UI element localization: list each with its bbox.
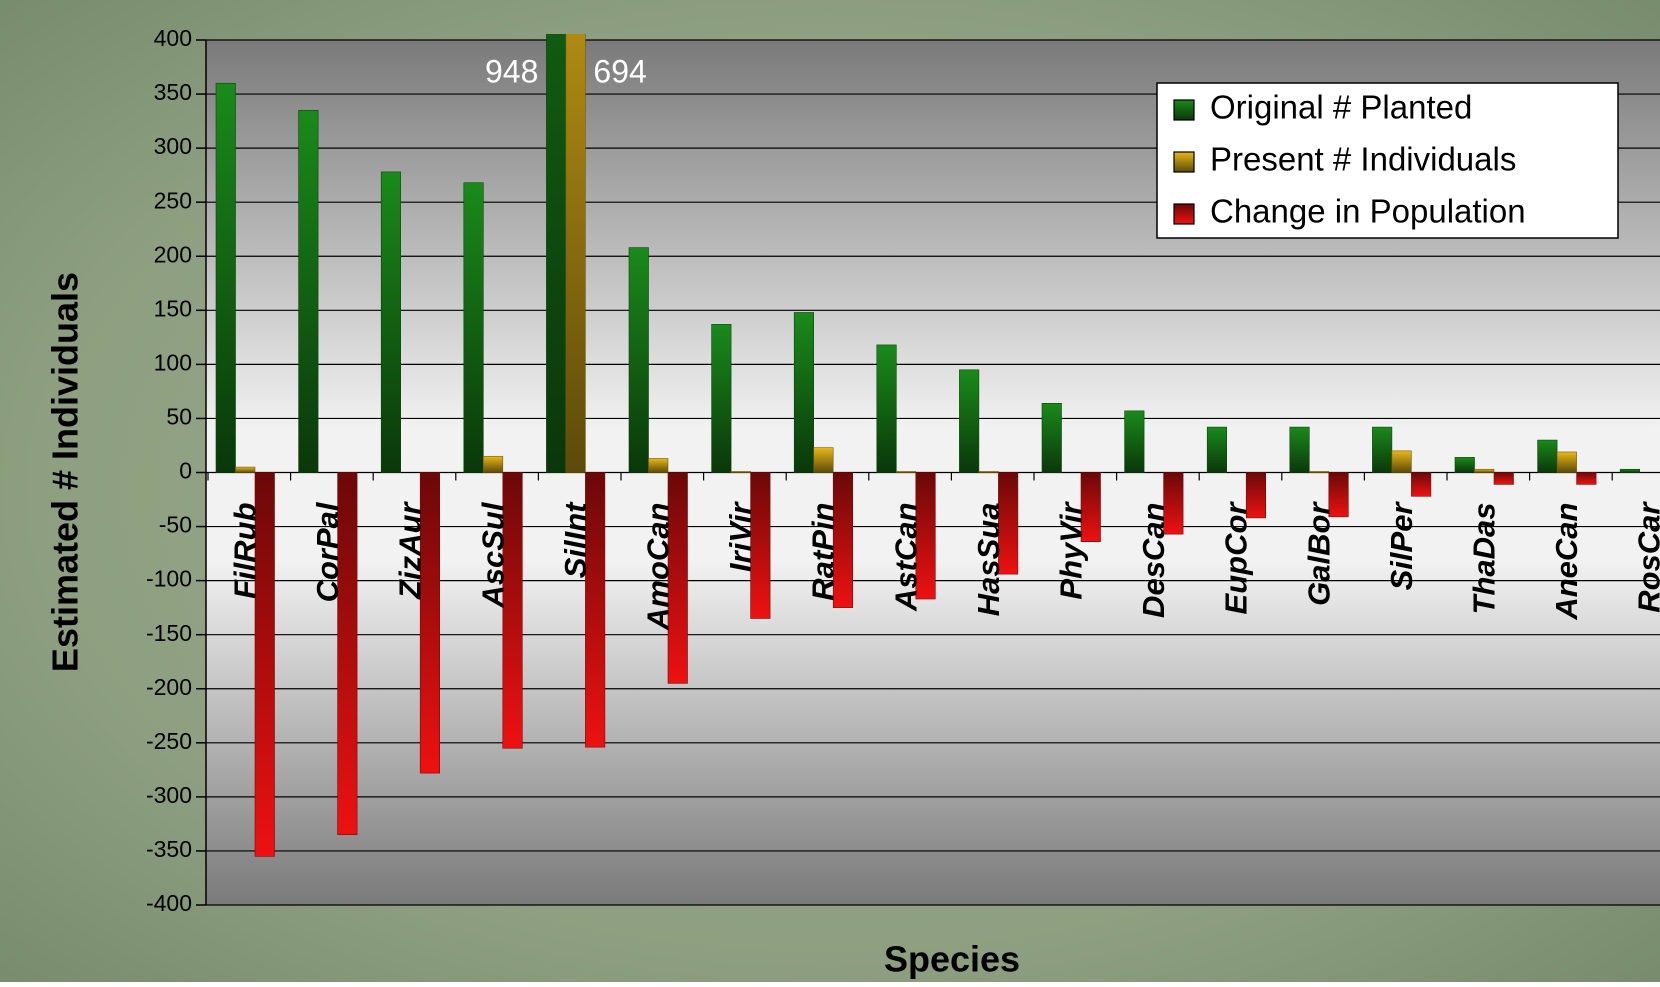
bar bbox=[419, 472, 441, 774]
y-tick-label: -200 bbox=[146, 674, 192, 700]
bar bbox=[1576, 472, 1597, 485]
x-tick-label: EupCor bbox=[1219, 501, 1254, 615]
y-tick-label: -100 bbox=[146, 566, 192, 592]
y-tick-label: 50 bbox=[166, 404, 192, 430]
x-tick-label: ThaDas bbox=[1466, 503, 1501, 615]
x-tick-label: GalBor bbox=[1301, 501, 1336, 606]
bar bbox=[832, 472, 854, 608]
x-tick-label: CorPal bbox=[310, 501, 345, 602]
x-tick-label: AneCan bbox=[1549, 503, 1584, 621]
x-tick-label: AscSul bbox=[475, 501, 510, 608]
bar bbox=[565, 34, 586, 473]
legend-swatch bbox=[1173, 99, 1195, 121]
x-tick-label: AstCan bbox=[888, 503, 923, 613]
bar bbox=[1619, 468, 1640, 473]
bar bbox=[750, 472, 771, 619]
y-tick-label: 250 bbox=[154, 187, 192, 213]
bar bbox=[667, 472, 688, 684]
bar bbox=[915, 472, 936, 600]
y-tick-label: 0 bbox=[179, 458, 192, 484]
bar bbox=[1474, 468, 1495, 473]
y-tick-label: -300 bbox=[146, 782, 192, 808]
bar bbox=[1328, 472, 1349, 518]
x-tick-label: SilInt bbox=[558, 501, 593, 578]
bar bbox=[895, 471, 917, 473]
bar bbox=[337, 472, 358, 836]
y-tick-label: 300 bbox=[154, 133, 192, 159]
y-tick-label: 100 bbox=[154, 349, 192, 375]
y-tick-label: 200 bbox=[154, 241, 192, 267]
value-label: 948 bbox=[485, 53, 538, 89]
bar bbox=[730, 471, 751, 473]
bar bbox=[648, 458, 669, 473]
bar bbox=[876, 344, 897, 473]
y-tick-label: -250 bbox=[146, 728, 192, 754]
y-tick-label: 150 bbox=[154, 295, 192, 321]
bar bbox=[1080, 472, 1101, 542]
bar bbox=[711, 324, 732, 473]
legend: Original # Planted Present # Individuals C… bbox=[1156, 82, 1619, 239]
bar bbox=[463, 182, 484, 473]
bar bbox=[1309, 471, 1330, 473]
bar bbox=[235, 466, 256, 473]
bar bbox=[380, 171, 402, 473]
bar bbox=[959, 369, 980, 473]
y-axis-title: Estimated # Individuals bbox=[45, 272, 86, 672]
bar bbox=[254, 472, 275, 857]
legend-swatch bbox=[1173, 151, 1195, 173]
bar bbox=[1493, 472, 1514, 485]
x-tick-label: AmoCan bbox=[640, 503, 675, 631]
bar bbox=[1124, 410, 1145, 473]
bar bbox=[1245, 472, 1266, 519]
bar bbox=[585, 472, 606, 748]
legend-label: Change in Population bbox=[1210, 193, 1526, 230]
bar bbox=[628, 247, 649, 473]
bar bbox=[1372, 426, 1393, 473]
x-tick-label: ZizAur bbox=[393, 501, 428, 600]
bar bbox=[998, 472, 1019, 575]
bar bbox=[1556, 451, 1577, 473]
bar bbox=[298, 109, 319, 473]
y-tick-label: -150 bbox=[146, 620, 192, 646]
x-tick-label: DesCan bbox=[1136, 503, 1171, 618]
x-tick-label: HasSua bbox=[971, 503, 1006, 617]
x-tick-label: RosCar bbox=[1632, 501, 1660, 613]
bar bbox=[546, 34, 567, 473]
legend-label: Present # Individuals bbox=[1210, 141, 1516, 178]
bar bbox=[1454, 457, 1475, 473]
labels: -400 -350 -300 -250 -200 -150 -100 -50 0 50 100 150… bbox=[146, 25, 1660, 916]
legend-swatch bbox=[1173, 203, 1195, 225]
bar bbox=[1391, 450, 1412, 473]
x-tick-label: FilRub bbox=[227, 502, 262, 598]
bar bbox=[1206, 426, 1227, 473]
x-tick-label: PhyVir bbox=[1053, 501, 1088, 600]
legend-box bbox=[1156, 82, 1619, 239]
x-tick-label: RatPin bbox=[806, 503, 841, 601]
bar bbox=[482, 455, 504, 473]
bar bbox=[978, 471, 999, 473]
bar bbox=[1289, 426, 1310, 473]
y-tick-label: 350 bbox=[154, 79, 192, 105]
legend-label: Original # Planted bbox=[1210, 89, 1472, 126]
y-tick-label: -50 bbox=[159, 512, 192, 538]
y-tick-label: -400 bbox=[146, 890, 192, 916]
bar bbox=[1041, 402, 1062, 473]
bar bbox=[1411, 472, 1432, 497]
bar bbox=[793, 312, 815, 473]
x-tick-label: SilPer bbox=[1384, 501, 1419, 591]
x-axis-title: Species bbox=[884, 939, 1020, 980]
y-tick-label: -350 bbox=[146, 836, 192, 862]
bar bbox=[813, 447, 834, 473]
value-label: 694 bbox=[593, 53, 646, 89]
bars bbox=[215, 34, 1640, 857]
x-tick-label: IriVir bbox=[723, 501, 758, 572]
y-tick-label: 400 bbox=[154, 25, 192, 51]
bar bbox=[215, 82, 236, 473]
bar bbox=[1163, 472, 1184, 535]
bar bbox=[1537, 439, 1558, 473]
bar bbox=[502, 472, 523, 749]
